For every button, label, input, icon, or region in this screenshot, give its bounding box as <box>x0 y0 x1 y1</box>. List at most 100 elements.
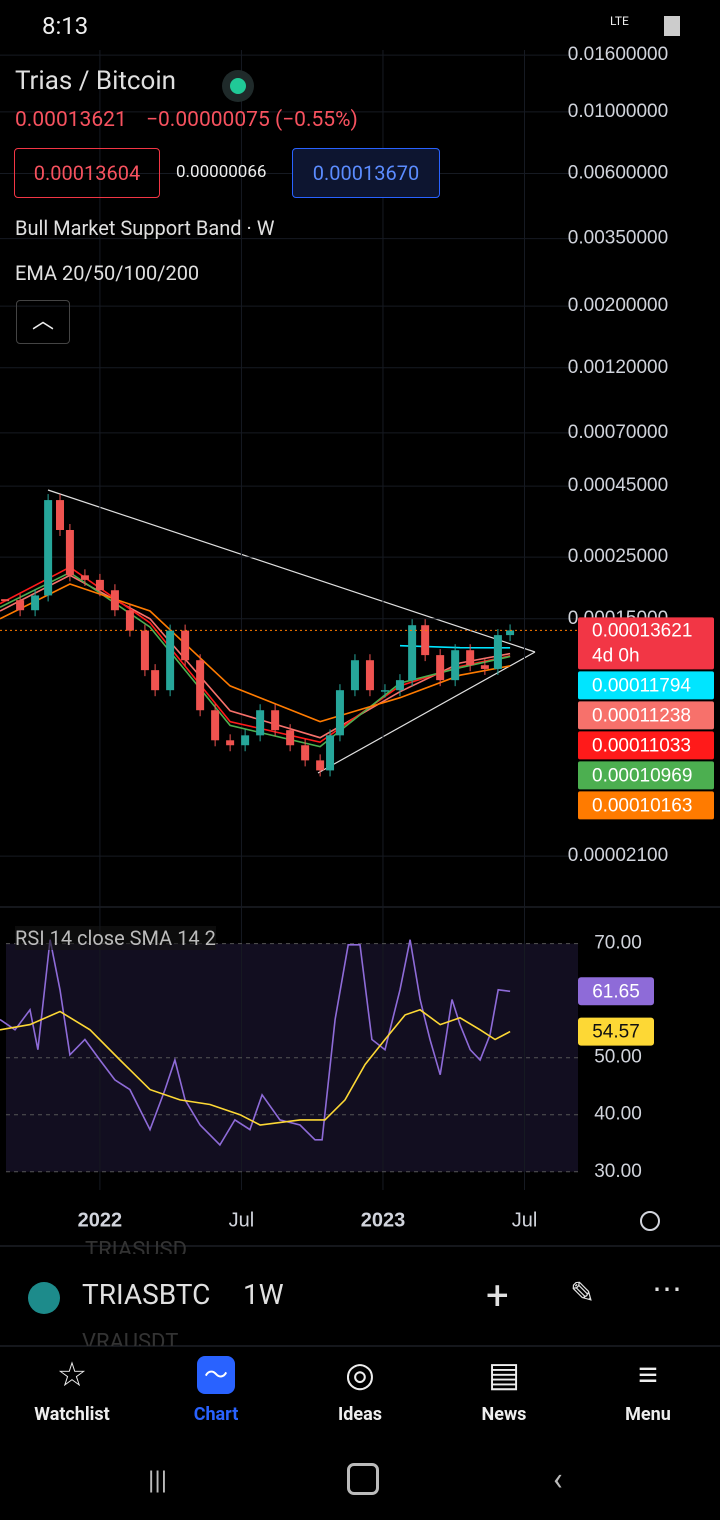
candle <box>95 579 104 591</box>
rsi-band <box>6 943 578 1172</box>
more-button[interactable]: ⋯ <box>652 1272 682 1307</box>
indicator-label: Bull Market Support Band · W <box>15 216 275 240</box>
y-tick-label: 40.00 <box>594 1104 642 1125</box>
last-price: 0.00013621 <box>15 108 127 132</box>
toolbar-interval[interactable]: 1W <box>243 1278 284 1311</box>
series-line <box>0 1008 511 1126</box>
value-label <box>578 977 654 1006</box>
trend-line <box>317 651 536 774</box>
sell-button[interactable]: 0.00013604 <box>14 148 160 198</box>
candle <box>151 670 160 691</box>
y-tick-label: 0.00120000 <box>568 357 668 378</box>
x-tick-label: Jul <box>229 1209 255 1231</box>
nav-label: Chart <box>193 1404 239 1425</box>
price-label-text: 0.00013621 <box>592 620 692 641</box>
collapse-button[interactable]: ︿ <box>16 300 70 344</box>
symbol-icon <box>28 1282 60 1314</box>
candle <box>16 600 25 611</box>
value-label-text: 54.57 <box>592 1022 640 1043</box>
candle <box>271 710 280 731</box>
price-label-text: 0.00011794 <box>592 675 691 696</box>
candle <box>301 745 310 761</box>
rsi-title: RSI 14 close SMA 14 2 <box>15 926 216 950</box>
candle <box>56 500 65 530</box>
nav-icon: ≡ <box>638 1355 658 1395</box>
back-key[interactable]: ‹ <box>553 1460 563 1498</box>
price-label-text: 0.00010163 <box>592 795 692 816</box>
nav-label: News <box>481 1404 527 1425</box>
candle <box>335 690 344 736</box>
nav-item[interactable]: 〜 Chart <box>156 1356 276 1425</box>
draw-button[interactable]: ✎ <box>570 1276 596 1311</box>
price-label <box>578 617 714 670</box>
candle <box>316 760 325 771</box>
candle <box>380 690 389 692</box>
recent-symbol[interactable]: TRIASUSD <box>85 1238 188 1254</box>
candle <box>350 660 359 691</box>
candle <box>125 610 134 631</box>
y-tick-label: 0.01000000 <box>568 101 668 122</box>
nav-item[interactable]: ◎ Ideas <box>300 1356 420 1425</box>
candle <box>80 575 89 580</box>
candle <box>466 650 475 666</box>
toolbar-symbol[interactable]: TRIASBTC <box>82 1278 211 1311</box>
nav-item[interactable]: ▤ News <box>444 1356 564 1425</box>
price-label <box>578 701 714 730</box>
candle <box>196 660 205 711</box>
price-label-text: 0.00011033 <box>592 735 691 756</box>
candle <box>286 730 295 746</box>
y-tick-label: 0.00002100 <box>568 845 668 866</box>
candle <box>365 660 374 691</box>
series-line <box>0 571 511 748</box>
series-line <box>0 566 511 743</box>
value-label-text: 61.65 <box>592 981 640 1002</box>
add-button[interactable]: + <box>486 1272 509 1319</box>
x-tick-label: 2022 <box>78 1209 123 1231</box>
price-change: −0.00000075 (−0.55%) <box>146 108 358 132</box>
series-line <box>399 644 511 649</box>
candle <box>506 630 515 636</box>
symbol-title: Trias / Bitcoin <box>15 66 177 96</box>
y-tick-label: 0.00200000 <box>568 295 668 316</box>
x-tick-label: Jul <box>512 1209 538 1231</box>
y-tick-label: 50.00 <box>594 1047 642 1068</box>
series-line <box>0 583 511 723</box>
settings-icon[interactable] <box>640 1211 660 1231</box>
price-label-text: 0.00010969 <box>592 765 692 786</box>
candle <box>140 630 149 671</box>
clock: 8:13 <box>42 12 89 40</box>
countdown: 4d 0h <box>592 645 640 666</box>
candle <box>226 740 235 746</box>
home-key[interactable] <box>347 1463 379 1495</box>
candle <box>31 595 40 611</box>
buy-button[interactable]: 0.00013670 <box>292 148 440 198</box>
nav-item[interactable]: ≡ Menu <box>588 1356 708 1425</box>
y-tick-label: 0.00025000 <box>568 546 668 567</box>
nav-item[interactable]: ☆ Watchlist <box>12 1356 132 1425</box>
y-tick-label: 0.00600000 <box>568 163 668 184</box>
network: LTE <box>610 14 629 28</box>
nav-label: Menu <box>625 1404 671 1425</box>
candle <box>44 500 53 596</box>
recent-symbol[interactable]: VRAUSDT <box>82 1330 179 1346</box>
x-tick-label: 2023 <box>361 1209 406 1231</box>
recents-key[interactable]: ||| <box>148 1466 168 1496</box>
nav-label: Watchlist <box>34 1404 110 1425</box>
y-tick-label: 0.00045000 <box>568 475 668 496</box>
candle <box>493 635 502 669</box>
nav-icon: ▤ <box>487 1355 521 1395</box>
candle <box>408 625 417 681</box>
spread: 0.00000066 <box>176 162 267 182</box>
candle <box>1 599 10 602</box>
candle <box>395 680 404 691</box>
value-label <box>578 1017 654 1046</box>
indicator-label: EMA 20/50/100/200 <box>15 261 200 285</box>
candle <box>436 655 445 681</box>
trend-line <box>47 489 536 653</box>
candle <box>480 665 489 669</box>
price-label-text: 0.00011238 <box>592 705 691 726</box>
price-label <box>578 671 714 700</box>
nav-label: Ideas <box>338 1404 382 1425</box>
